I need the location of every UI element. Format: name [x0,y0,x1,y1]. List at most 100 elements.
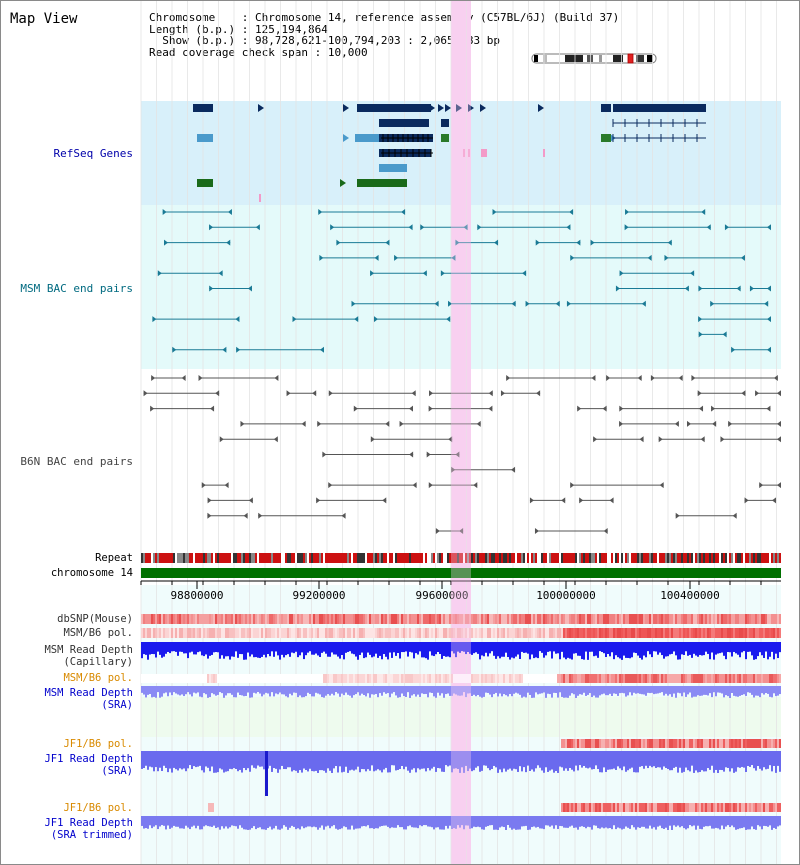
jf1-sra-depth-bar [393,751,395,766]
repeat-mark [307,553,309,563]
msm-pol-mark [513,628,515,638]
jf1-trimmed-depth-bar [721,816,723,826]
jf1-sra-depth-bar [141,751,143,769]
jf1-pol-mark [757,739,759,748]
msm-sra-pol-mark [683,674,685,683]
dbsnp-mark [369,614,371,624]
jf1-sra-depth-bar [457,751,459,769]
msm-pol-mark [201,628,203,638]
msm-sra-pol-mark [775,674,777,683]
msm-sra-depth-bar [751,686,753,695]
msm-capillary-depth-bar [161,642,163,658]
msm-capillary-depth-bar [387,642,389,660]
msm-capillary-depth-bar [583,642,585,660]
repeat-mark [389,553,391,563]
jf1-trimmed-depth-bar [525,816,527,826]
msm-pol-mark [189,628,191,638]
msm-bac-end [455,239,460,246]
jf1-trimmed-depth-bar [495,816,497,830]
dbsnp-mark [683,614,685,624]
msm-sra-depth-bar [143,686,145,695]
dbsnp-mark [351,614,353,624]
msm-capillary-depth-bar [713,642,715,660]
jf1-trimmed-depth-bar [271,816,273,830]
jf1-pol-mark [771,739,773,748]
msm-pol-mark [535,628,537,638]
jf1-trimmed-pol-mark [753,803,755,812]
dbsnp-mark [441,614,443,624]
jf1-trimmed-depth-bar [189,816,191,830]
jf1-trimmed-depth-bar [279,816,281,830]
repeat-mark [541,553,543,563]
repeat-mark [587,553,589,563]
msm-sra-depth-bar [673,686,675,694]
msm-pol-mark [735,628,737,638]
length-value: 125,194,864 [254,22,328,36]
repeat-mark [143,553,145,563]
jf1-sra-depth-bar [449,751,451,766]
msm-capillary-depth-bar [429,642,431,652]
dbsnp-mark [707,614,709,624]
msm-sra-pol-mark [265,674,267,683]
jf1-trimmed-depth-bar [251,816,253,829]
msm-sra-depth-bar [717,686,719,693]
dbsnp-mark [553,614,555,624]
chromosome-ideogram[interactable] [531,53,659,65]
jf1-trimmed-depth-bar [729,816,731,828]
jf1-sra-depth-bar [331,751,333,773]
msm-bac-end [152,316,157,323]
repeat-mark [743,553,745,563]
msm-capillary-depth-bar [465,642,467,655]
dbsnp-mark [231,614,233,624]
msm-sra-depth-bar [341,686,343,694]
b6n-bac-end [150,405,155,412]
chromosome-bar [141,568,781,578]
b6n-bac-end [198,375,203,381]
label-line: JF1 Read Depth [44,753,133,765]
jf1-trimmed-depth-bar [481,816,483,830]
msm-capillary-depth-bar [361,642,363,653]
repeat-mark [401,553,403,563]
jf1-trimmed-depth-bar [333,816,335,826]
msm-sra-depth-bar [273,686,275,697]
jf1-sra-depth-bar [253,751,255,768]
msm-capillary-depth-bar [477,642,479,654]
msm-capillary-depth-bar [353,642,355,655]
repeat-mark [687,553,689,563]
msm-sra-depth-bar [509,686,511,695]
jf1-trimmed-depth-bar [355,816,357,829]
msm-sra-depth-bar [383,686,385,693]
repeat-mark [601,553,603,563]
msm-sra-pol-mark [407,674,409,683]
jf1-sra-depth-bar [769,751,771,766]
dbsnp-mark [717,614,719,624]
msm-sra-depth-bar [561,686,563,697]
msm-pol-mark [271,628,273,638]
dbsnp-mark [661,614,663,624]
b6n-bac-end [759,482,764,489]
msm-bac-end [736,285,741,292]
msm-sra-depth-bar [207,686,209,698]
msm-sra-pol-mark [587,674,589,683]
msm-capillary-depth-bar [535,642,537,658]
jf1-trimmed-depth-bar [151,816,153,829]
jf1-pol-mark [689,739,691,748]
jf1-sra-depth-bar [469,751,471,769]
jf1-sra-depth-bar [487,751,489,769]
dbsnp-mark [657,614,659,624]
msm-sra-depth-bar [521,686,523,698]
jf1-sra-depth-bar [549,751,551,771]
jf1-trimmed-pol-mark [733,803,735,812]
jf1-sra-depth-bar [579,751,581,766]
jf1-trimmed-depth-bar [155,816,157,826]
msm-sra-depth-bar [779,686,781,695]
msm-capillary-depth-bar [733,642,735,652]
jf1-trimmed-depth-bar [219,816,221,830]
jf1-trimmed-depth-bar [405,816,407,830]
msm-capillary-depth-bar [523,642,525,653]
jf1-sra-depth-bar [191,751,193,770]
jf1-trimmed-depth-bar [461,816,463,826]
jf1-trimmed-depth-bar [689,816,691,826]
repeat-mark [303,553,305,563]
